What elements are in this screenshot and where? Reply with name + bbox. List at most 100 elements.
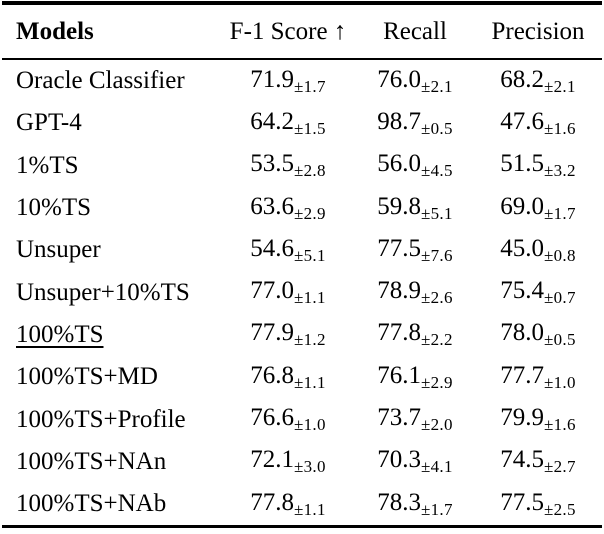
metric-std: ±2.7	[543, 457, 576, 477]
metric-value: 77.5	[500, 488, 544, 516]
table-body: Oracle Classifier 71.9±1.7 76.0±2.1 68.2…	[2, 59, 602, 527]
metric-value: 77.7	[500, 361, 544, 389]
metric-value: 78.0	[500, 319, 544, 347]
metric-std: ±4.5	[420, 161, 453, 181]
metric-value: 76.6	[250, 404, 294, 432]
metric-value: 45.0	[500, 234, 544, 262]
f1-score-cell: 76.6±1.0	[220, 398, 356, 440]
metric-std: ±1.1	[293, 499, 326, 519]
precision-cell: 79.9±1.6	[474, 398, 602, 440]
metric-value: 72.1	[250, 446, 294, 474]
recall-cell: 59.8±5.1	[356, 187, 474, 229]
model-cell: 100%TS+NAn	[2, 441, 220, 483]
model-cell: 100%TS+MD	[2, 356, 220, 398]
model-name: 1%TS	[16, 151, 79, 179]
model-name: 100%TS+NAb	[16, 490, 167, 518]
model-cell: GPT-4	[2, 102, 220, 144]
metric-value: 71.9	[250, 65, 294, 93]
metric-value: 77.5	[377, 234, 421, 262]
precision-cell: 74.5±2.7	[474, 441, 602, 483]
model-name: Unsuper+10%TS	[16, 278, 190, 306]
precision-cell: 51.5±3.2	[474, 145, 602, 187]
table-row: 1%TS 53.5±2.8 56.0±4.5 51.5±3.2	[2, 145, 602, 187]
metric-value: 78.9	[377, 277, 421, 305]
model-cell: 100%TS	[2, 314, 220, 356]
f1-score-cell: 53.5±2.8	[220, 145, 356, 187]
metric-value: 73.7	[377, 404, 421, 432]
model-cell: Unsuper+10%TS	[2, 271, 220, 313]
metric-value: 76.8	[250, 361, 294, 389]
col-header-precision: Precision	[474, 3, 602, 60]
metric-value: 59.8	[377, 192, 421, 220]
table-row: 100%TS+NAn 72.1±3.0 70.3±4.1 74.5±2.7	[2, 441, 602, 483]
header-row: Models F-1 Score ↑ Recall Precision	[2, 3, 602, 60]
metric-value: 76.1	[377, 361, 421, 389]
model-cell: 100%TS+Profile	[2, 398, 220, 440]
metric-std: ±0.7	[543, 288, 576, 308]
metric-value: 70.3	[377, 446, 421, 474]
col-header-f1-score: F-1 Score ↑	[220, 3, 356, 60]
metric-value: 54.6	[250, 234, 294, 262]
table-row: Unsuper+10%TS 77.0±1.1 78.9±2.6 75.4±0.7	[2, 271, 602, 313]
metric-value: 51.5	[500, 150, 544, 178]
model-cell: Unsuper	[2, 229, 220, 271]
recall-cell: 70.3±4.1	[356, 441, 474, 483]
recall-cell: 98.7±0.5	[356, 102, 474, 144]
model-name: Unsuper	[16, 236, 101, 264]
metric-std: ±0.5	[543, 330, 576, 350]
metric-value: 77.0	[250, 277, 294, 305]
metric-std: ±1.6	[543, 415, 576, 435]
model-cell: Oracle Classifier	[2, 59, 220, 102]
recall-cell: 76.0±2.1	[356, 59, 474, 102]
model-name: GPT-4	[16, 109, 82, 137]
metric-std: ±2.9	[420, 372, 453, 392]
col-header-recall: Recall	[356, 3, 474, 60]
model-name: 10%TS	[16, 194, 91, 222]
metric-std: ±5.1	[420, 203, 453, 223]
precision-cell: 69.0±1.7	[474, 187, 602, 229]
table-row: GPT-4 64.2±1.5 98.7±0.5 47.6±1.6	[2, 102, 602, 144]
metric-value: 68.2	[500, 65, 544, 93]
metric-std: ±1.2	[293, 330, 326, 350]
metric-value: 69.0	[500, 192, 544, 220]
metric-std: ±2.9	[293, 203, 326, 223]
recall-cell: 78.9±2.6	[356, 271, 474, 313]
metric-std: ±0.5	[420, 118, 453, 138]
metric-std: ±7.6	[420, 245, 453, 265]
metric-std: ±1.0	[293, 415, 326, 435]
table-row: 100%TS+NAb 77.8±1.1 78.3±1.7 77.5±2.5	[2, 483, 602, 527]
metric-value: 56.0	[377, 150, 421, 178]
precision-cell: 78.0±0.5	[474, 314, 602, 356]
recall-cell: 78.3±1.7	[356, 483, 474, 527]
table-row: 100%TS 77.9±1.2 77.8±2.2 78.0±0.5	[2, 314, 602, 356]
model-name: Oracle Classifier	[16, 67, 185, 95]
table-row: 100%TS+Profile 76.6±1.0 73.7±2.0 79.9±1.…	[2, 398, 602, 440]
model-cell: 100%TS+NAb	[2, 483, 220, 527]
metric-value: 76.0	[377, 65, 421, 93]
metric-std: ±0.8	[543, 245, 576, 265]
table-row: 100%TS+MD 76.8±1.1 76.1±2.9 77.7±1.0	[2, 356, 602, 398]
metric-value: 77.8	[377, 319, 421, 347]
metric-std: ±1.6	[543, 118, 576, 138]
metric-std: ±1.7	[293, 76, 326, 96]
precision-cell: 75.4±0.7	[474, 271, 602, 313]
recall-cell: 77.5±7.6	[356, 229, 474, 271]
metric-value: 64.2	[250, 107, 294, 135]
f1-score-cell: 63.6±2.9	[220, 187, 356, 229]
model-name: 100%TS+MD	[16, 363, 158, 391]
f1-score-cell: 76.8±1.1	[220, 356, 356, 398]
metric-std: ±1.7	[543, 203, 576, 223]
metric-value: 53.5	[250, 150, 294, 178]
f1-score-cell: 64.2±1.5	[220, 102, 356, 144]
metric-std: ±5.1	[293, 245, 326, 265]
metric-std: ±2.5	[543, 499, 576, 519]
metric-std: ±1.1	[293, 288, 326, 308]
model-name: 100%TS+NAn	[16, 447, 167, 475]
table-row: Oracle Classifier 71.9±1.7 76.0±2.1 68.2…	[2, 59, 602, 102]
metric-value: 47.6	[500, 107, 544, 135]
f1-score-cell: 77.8±1.1	[220, 483, 356, 527]
f1-score-cell: 77.9±1.2	[220, 314, 356, 356]
model-cell: 1%TS	[2, 145, 220, 187]
